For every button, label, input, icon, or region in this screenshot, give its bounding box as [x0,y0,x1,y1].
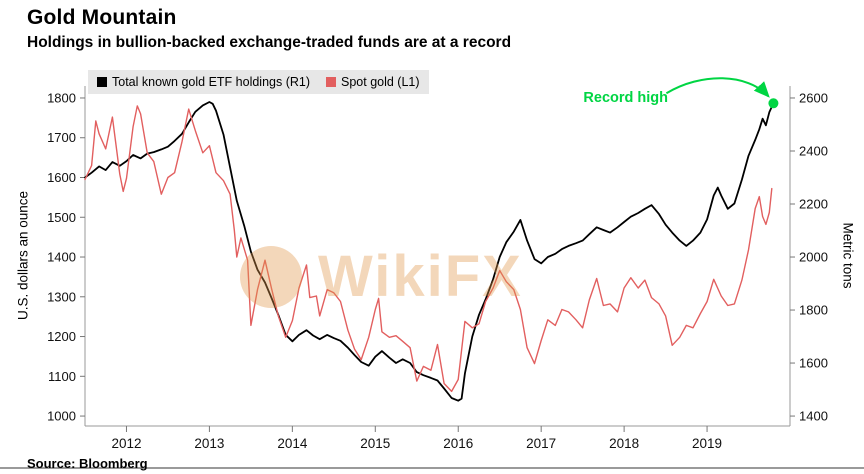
legend-label: Total known gold ETF holdings (R1) [112,75,311,89]
legend-item-etf-holdings: Total known gold ETF holdings (R1) [97,75,310,89]
right-tick-label: 2400 [799,143,828,158]
series-etf-holdings [84,101,775,402]
right-tick-label: 1400 [799,409,828,424]
legend-swatch-icon [97,77,107,87]
x-tick-label: 2018 [609,436,639,451]
legend-swatch-icon [326,77,337,87]
left-axis-title: U.S. dollars an ounce [15,190,31,321]
left-tick-label: 1000 [47,409,76,424]
left-tick-label: 1700 [47,130,76,145]
x-tick-label: 2012 [111,436,141,451]
record-high-annotation: Record high [583,90,668,106]
x-tick-label: 2017 [526,436,556,451]
left-tick-label: 1300 [47,289,76,304]
record-high-arrow [665,77,770,98]
x-tick-label: 2015 [360,436,390,451]
right-tick-label: 1600 [799,356,828,371]
left-tick-label: 1100 [48,369,76,384]
record-high-dot [768,98,779,109]
legend-item-spot-gold: Spot gold (L1) [326,75,420,89]
chart-plot: 1000 1100 1200 1300 1400 1500 1600 1700 1800 1400… [47,77,828,451]
chart-legend: Total known gold ETF holdings (R1) Spot g… [88,70,429,94]
x-tick-label: 2016 [443,436,473,451]
x-tick-label: 2014 [277,436,308,451]
bottom-border [0,467,864,469]
right-axis-title: Metric tons [840,222,856,289]
x-tick-label: 2019 [692,436,722,451]
chart-title: Gold Mountain [27,6,177,29]
chart-subtitle: Holdings in bullion-backed exchange-trad… [27,34,512,51]
left-tick-label: 1800 [47,90,76,105]
x-tick-label: 2013 [194,436,224,451]
legend-label: Spot gold (L1) [341,75,420,89]
right-tick-label: 1800 [799,303,828,318]
series-spot-gold [84,105,773,393]
right-tick-label: 2000 [799,250,828,265]
right-tick-label: 2200 [799,197,828,212]
right-tick-label: 2600 [799,90,828,105]
source-label: Source: Bloomberg [27,456,148,471]
left-tick-label: 1200 [47,329,76,344]
left-tick-label: 1600 [47,170,76,185]
left-tick-label: 1400 [47,250,76,265]
left-tick-label: 1500 [47,210,76,225]
